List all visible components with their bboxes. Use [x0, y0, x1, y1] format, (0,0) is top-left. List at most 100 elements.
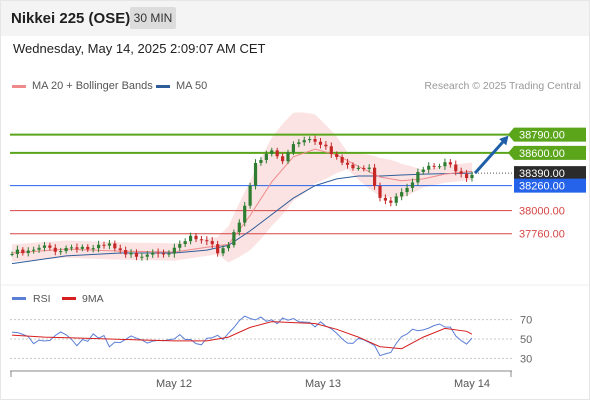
timestamp: Wednesday, May 14, 2025 2:09:07 AM CET: [13, 41, 266, 56]
candle: [286, 152, 290, 162]
candle: [167, 253, 171, 255]
candles-group: [10, 135, 474, 261]
candle: [400, 192, 404, 197]
candle: [42, 245, 47, 248]
ma20-label: MA 20 + Bollinger Bands: [32, 80, 153, 92]
candle: [421, 169, 425, 172]
candle: [291, 144, 296, 153]
candle: [378, 186, 382, 198]
candle: [107, 243, 112, 246]
ma50-label: MA 50: [176, 80, 208, 92]
candle: [405, 187, 409, 193]
ma20-line: [11, 148, 473, 254]
candle: [297, 142, 301, 145]
chart-header: Nikkei 225 (OSE) 30 MIN: [0, 0, 590, 36]
candle: [459, 171, 463, 174]
candle: [53, 247, 57, 252]
candle: [26, 250, 30, 254]
candle: [140, 256, 144, 258]
level-label: 38000.00: [519, 206, 565, 218]
candle: [340, 156, 344, 163]
candle: [210, 241, 214, 245]
level-tag-resistance: [508, 127, 586, 142]
rsi-legend-label: RSI: [33, 293, 51, 305]
candle: [243, 205, 247, 223]
legend-ma20: MA 20 + Bollinger Bands: [12, 80, 153, 92]
candle: [302, 140, 306, 143]
candle: [64, 247, 68, 252]
candle: [362, 167, 366, 169]
candle: [367, 167, 371, 169]
candle: [464, 173, 469, 179]
candle: [134, 252, 139, 257]
candle: [410, 182, 415, 188]
candle: [80, 246, 84, 249]
candle: [21, 249, 25, 254]
candle: [118, 248, 122, 251]
candle: [151, 252, 155, 255]
candle: [75, 247, 79, 249]
rsi-ma-legend-label: 9MA: [82, 293, 104, 305]
level-tag-resistance: [508, 145, 586, 160]
level-label: 37760.00: [519, 229, 565, 241]
candle: [389, 200, 393, 203]
x-tick-label: May 14: [454, 378, 490, 390]
candle: [470, 174, 474, 179]
candle: [199, 239, 204, 241]
rsi-line: [11, 315, 473, 357]
candle: [356, 167, 360, 169]
candle: [259, 160, 263, 163]
level-label: 38260.00: [519, 181, 565, 193]
candle: [188, 235, 193, 242]
rsi-swatch: [12, 297, 26, 300]
x-tick-label: May 12: [156, 378, 192, 390]
candle: [59, 251, 63, 253]
candle: [145, 254, 149, 257]
x-tick-label: May 13: [305, 378, 341, 390]
candle: [102, 244, 106, 246]
level-tag-current: [514, 166, 586, 181]
candle: [351, 164, 355, 169]
candle: [324, 144, 328, 147]
level-label: 38600.00: [519, 148, 565, 160]
candle: [124, 250, 128, 255]
level-label: 38390.00: [519, 168, 565, 180]
candle: [221, 248, 225, 254]
candle: [10, 253, 14, 255]
candle: [248, 185, 252, 206]
level-tag-pivot: [514, 178, 586, 193]
candle: [427, 165, 431, 170]
rsi-tick-label: 70: [520, 315, 532, 327]
candle: [69, 247, 74, 249]
research-credit: Research © 2025 Trading Central: [424, 80, 581, 92]
candle: [205, 240, 209, 242]
candle: [318, 141, 323, 145]
legend-ma50: MA 50: [156, 80, 207, 92]
candle: [194, 235, 198, 240]
candle: [372, 167, 377, 187]
candle: [383, 197, 388, 201]
rsi-ma-line: [11, 321, 473, 350]
candle: [113, 243, 117, 249]
candle: [432, 165, 436, 167]
timeframe-button[interactable]: 30 MIN: [130, 7, 176, 29]
ma20-swatch: [12, 84, 26, 88]
projection-arrowhead: [499, 135, 509, 146]
candle: [308, 139, 312, 141]
candle: [275, 150, 279, 157]
candle: [329, 146, 333, 155]
candle: [96, 244, 101, 249]
candle: [416, 171, 420, 183]
candle: [454, 164, 458, 172]
ma50-line: [11, 172, 473, 265]
candle: [178, 244, 182, 248]
rsi-ma-swatch: [62, 297, 76, 300]
candle: [437, 166, 442, 168]
instrument-title: Nikkei 225 (OSE): [11, 10, 131, 27]
projection-arrow: [473, 137, 507, 175]
candle: [226, 245, 231, 249]
candle: [335, 154, 339, 157]
candle: [172, 247, 176, 254]
candle: [264, 153, 268, 161]
